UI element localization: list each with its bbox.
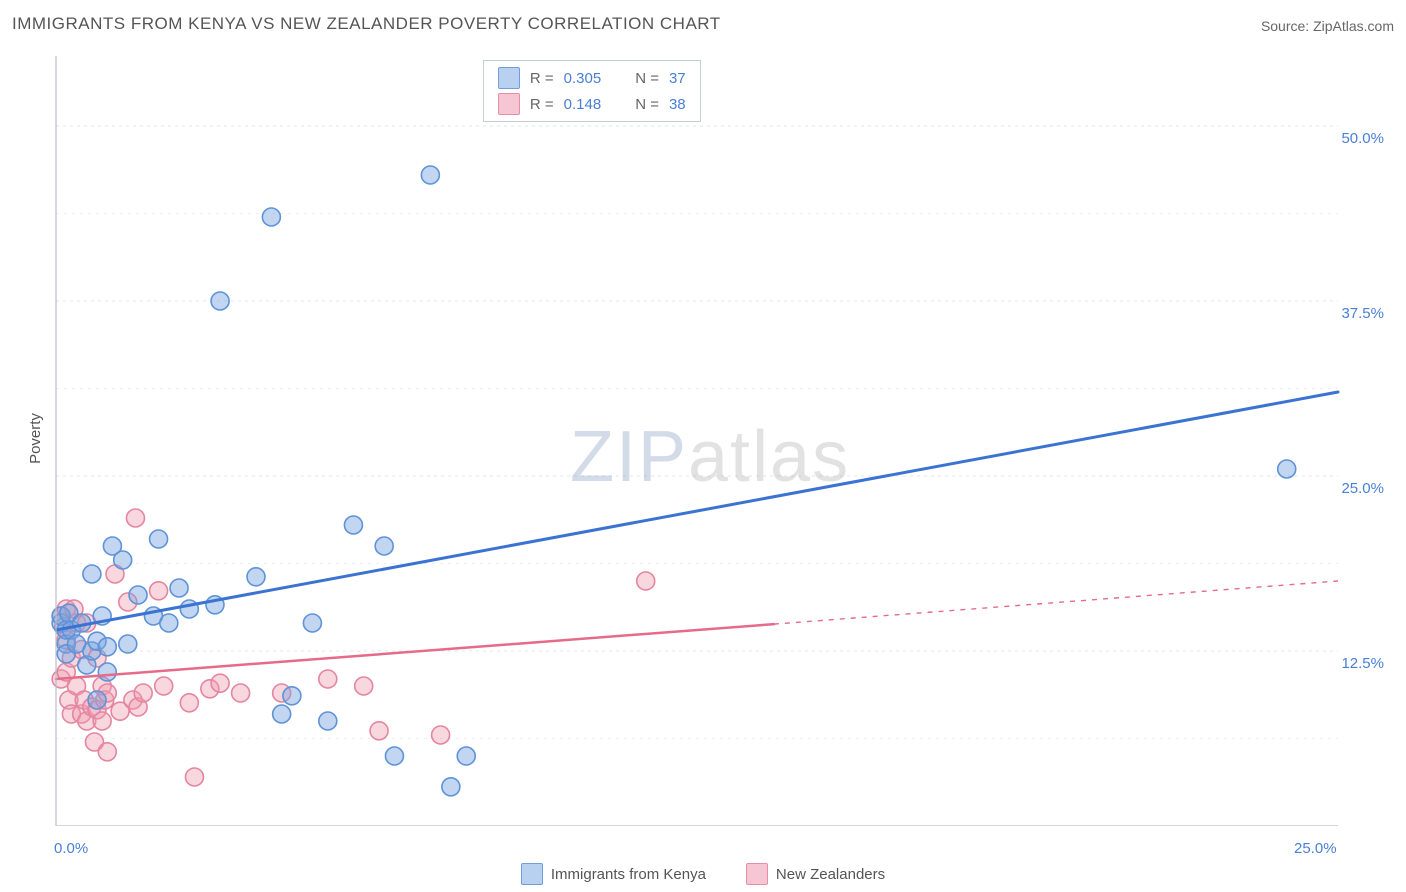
correlation-legend: R = 0.305 N = 37 R = 0.148 N = 38 [483, 60, 701, 122]
source-name: ZipAtlas.com [1313, 18, 1394, 34]
correlation-legend-row: R = 0.148 N = 38 [498, 91, 686, 117]
legend-label: New Zealanders [776, 866, 885, 883]
x-tick-label: 0.0% [54, 840, 88, 857]
series-legend: Immigrants from Kenya New Zealanders [0, 863, 1406, 885]
r-value: 0.148 [564, 96, 602, 113]
n-label: N = [635, 96, 659, 113]
correlation-legend-row: R = 0.305 N = 37 [498, 65, 686, 91]
legend-swatch-icon [746, 863, 768, 885]
chart-area: ZIPatlas R = 0.305N = 37R = 0.148N = 38 … [50, 56, 1390, 826]
n-label: N = [635, 70, 659, 87]
legend-swatch-icon [498, 67, 520, 89]
y-axis-label: Poverty [27, 413, 44, 464]
n-value: 37 [669, 70, 686, 87]
legend-item: New Zealanders [746, 863, 885, 885]
source-prefix: Source: [1261, 18, 1313, 34]
legend-swatch-icon [521, 863, 543, 885]
r-label: R = [530, 70, 554, 87]
source-credit: Source: ZipAtlas.com [1261, 18, 1394, 34]
n-value: 38 [669, 96, 686, 113]
page-title: IMMIGRANTS FROM KENYA VS NEW ZEALANDER P… [12, 14, 721, 34]
y-tick-label: 25.0% [1341, 480, 1384, 497]
r-label: R = [530, 96, 554, 113]
y-tick-label: 50.0% [1341, 130, 1384, 147]
y-tick-label: 12.5% [1341, 655, 1384, 672]
chart-svg [50, 56, 1390, 826]
r-value: 0.305 [564, 70, 602, 87]
legend-swatch-icon [498, 93, 520, 115]
legend-label: Immigrants from Kenya [551, 866, 706, 883]
x-tick-label: 25.0% [1294, 840, 1337, 857]
y-tick-label: 37.5% [1341, 305, 1384, 322]
legend-item: Immigrants from Kenya [521, 863, 706, 885]
